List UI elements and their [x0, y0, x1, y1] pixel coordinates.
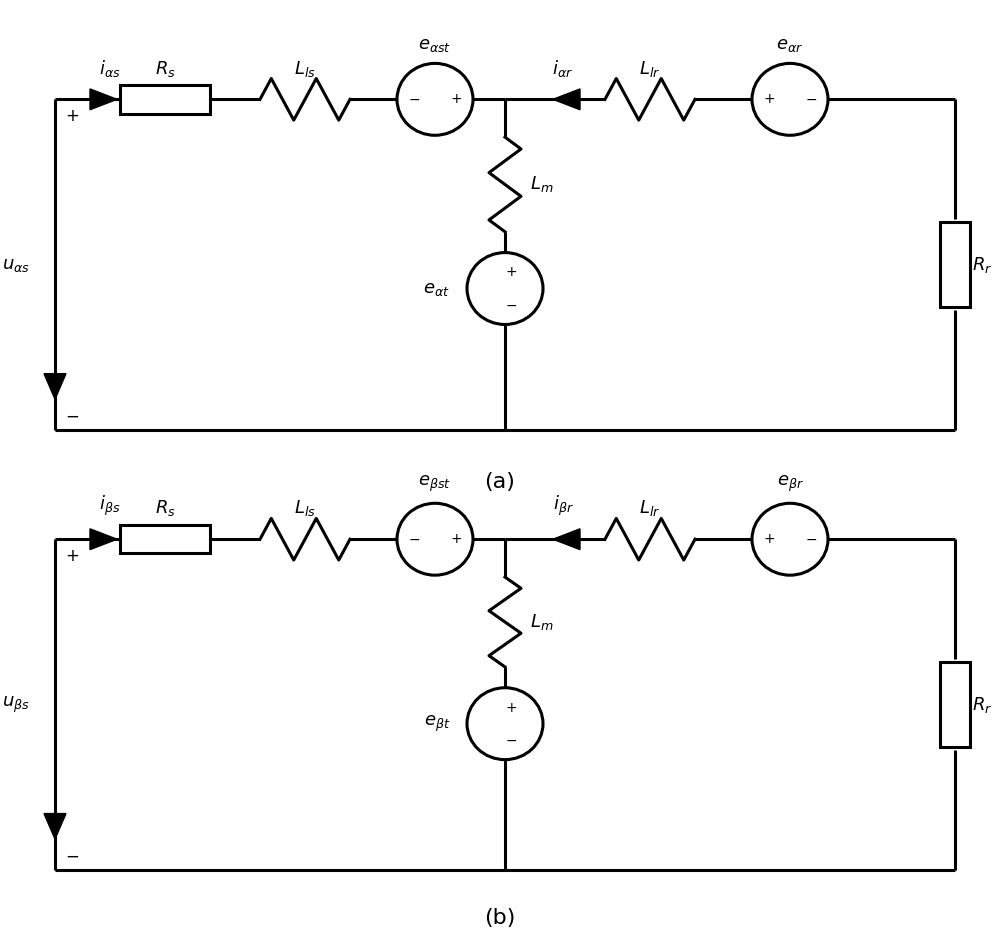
- Bar: [120, 85, 210, 114]
- Text: $L_{lr}$: $L_{lr}$: [639, 59, 661, 79]
- Text: $e_{\beta st}$: $e_{\beta st}$: [418, 474, 452, 494]
- Text: $-$: $-$: [505, 298, 517, 311]
- Text: $L_{ls}$: $L_{ls}$: [294, 59, 316, 79]
- Text: $u_{\alpha s}$: $u_{\alpha s}$: [2, 255, 30, 274]
- Text: $-$: $-$: [805, 533, 817, 546]
- Circle shape: [397, 63, 473, 135]
- Text: $i_{\alpha r}$: $i_{\alpha r}$: [552, 58, 574, 79]
- Polygon shape: [90, 529, 117, 550]
- Text: $e_{\beta r}$: $e_{\beta r}$: [777, 474, 803, 494]
- Text: $R_r$: $R_r$: [972, 694, 992, 715]
- Text: $-$: $-$: [408, 533, 420, 546]
- Text: $i_{\alpha s}$: $i_{\alpha s}$: [99, 58, 121, 79]
- Text: (b): (b): [484, 907, 516, 928]
- Text: $L_{ls}$: $L_{ls}$: [294, 499, 316, 518]
- Bar: [940, 662, 970, 747]
- Polygon shape: [44, 374, 66, 399]
- Text: $u_{\beta s}$: $u_{\beta s}$: [2, 694, 30, 715]
- Text: $R_r$: $R_r$: [972, 254, 992, 275]
- Text: $-$: $-$: [505, 733, 517, 746]
- Polygon shape: [553, 529, 580, 550]
- Text: $e_{\alpha st}$: $e_{\alpha st}$: [418, 36, 452, 54]
- Text: $L_m$: $L_m$: [530, 174, 553, 195]
- Text: $+$: $+$: [65, 547, 79, 566]
- Text: $R_s$: $R_s$: [155, 59, 175, 79]
- Text: $L_m$: $L_m$: [530, 612, 553, 632]
- Text: $i_{\beta r}$: $i_{\beta r}$: [553, 494, 573, 518]
- Text: $+$: $+$: [763, 93, 775, 106]
- Text: $-$: $-$: [805, 93, 817, 106]
- Circle shape: [467, 253, 543, 324]
- Polygon shape: [44, 814, 66, 839]
- Text: $+$: $+$: [763, 533, 775, 546]
- Text: $+$: $+$: [450, 93, 462, 106]
- Text: $R_s$: $R_s$: [155, 499, 175, 518]
- Text: $i_{\beta s}$: $i_{\beta s}$: [99, 494, 121, 518]
- Text: $e_{\alpha t}$: $e_{\alpha t}$: [423, 279, 450, 298]
- Polygon shape: [90, 89, 117, 110]
- Text: $e_{\alpha r}$: $e_{\alpha r}$: [776, 36, 804, 54]
- Circle shape: [397, 503, 473, 575]
- Circle shape: [467, 688, 543, 760]
- Text: $+$: $+$: [65, 107, 79, 126]
- Text: $-$: $-$: [408, 93, 420, 106]
- Text: $+$: $+$: [505, 266, 517, 279]
- Text: $-$: $-$: [65, 406, 79, 425]
- Circle shape: [752, 503, 828, 575]
- Text: $L_{lr}$: $L_{lr}$: [639, 499, 661, 518]
- Text: $+$: $+$: [505, 701, 517, 714]
- Polygon shape: [553, 89, 580, 110]
- Bar: [940, 222, 970, 307]
- Circle shape: [752, 63, 828, 135]
- Bar: [120, 525, 210, 553]
- Text: (a): (a): [485, 472, 515, 493]
- Text: $+$: $+$: [450, 533, 462, 546]
- Text: $-$: $-$: [65, 846, 79, 865]
- Text: $e_{\beta t}$: $e_{\beta t}$: [424, 713, 450, 734]
